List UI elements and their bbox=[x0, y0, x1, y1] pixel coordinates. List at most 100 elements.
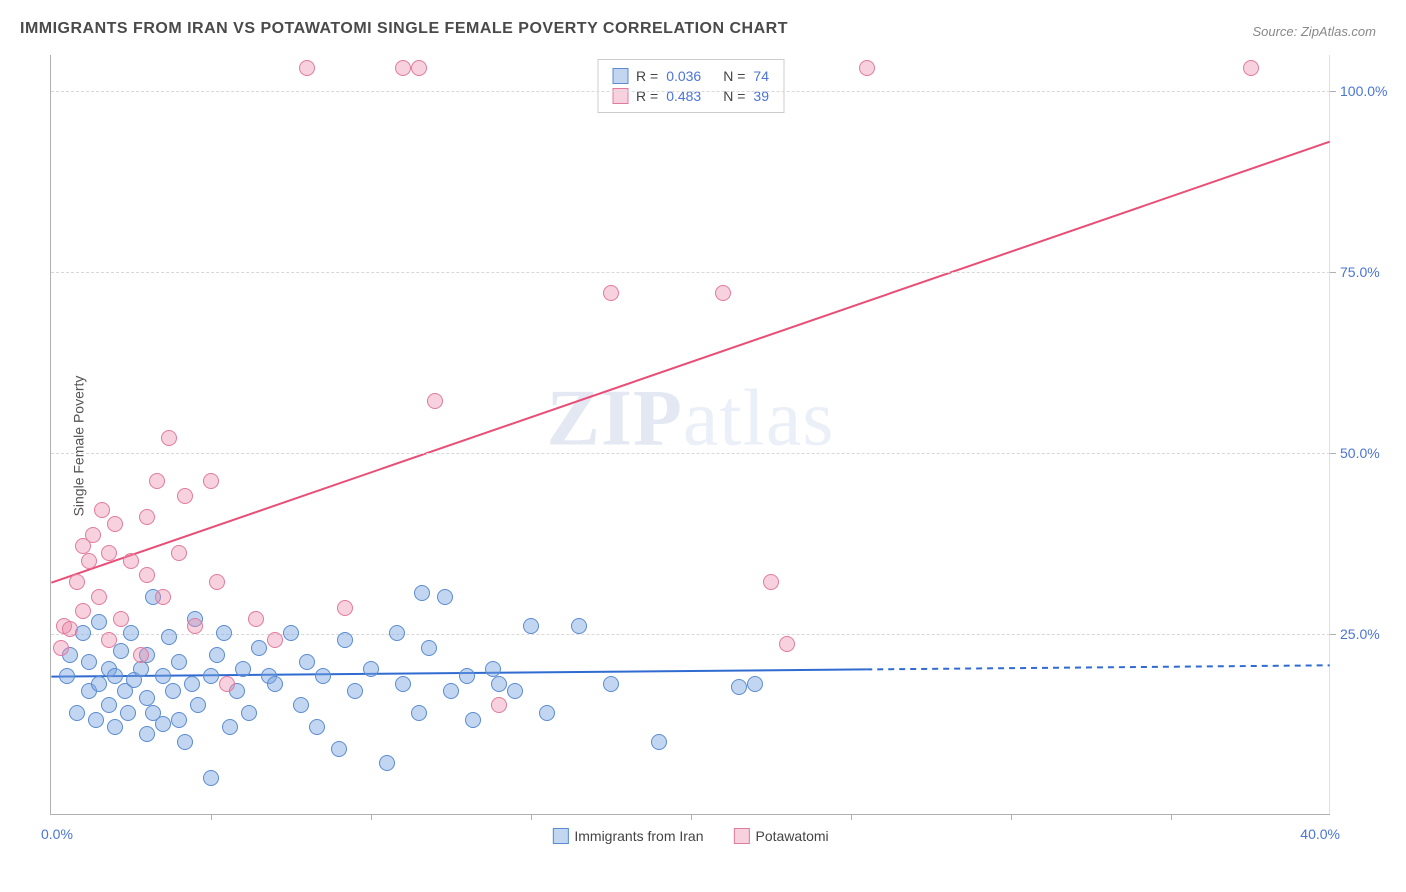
data-point bbox=[85, 527, 101, 543]
data-point bbox=[107, 516, 123, 532]
data-point bbox=[267, 632, 283, 648]
data-point bbox=[216, 625, 232, 641]
gridline bbox=[51, 272, 1330, 273]
data-point bbox=[395, 676, 411, 692]
data-point bbox=[91, 589, 107, 605]
data-point bbox=[203, 668, 219, 684]
legend-item: Immigrants from Iran bbox=[552, 828, 703, 844]
legend-stat-row: R = 0.483N = 39 bbox=[612, 86, 769, 106]
data-point bbox=[101, 632, 117, 648]
data-point bbox=[69, 574, 85, 590]
data-point bbox=[337, 600, 353, 616]
chart-title: IMMIGRANTS FROM IRAN VS POTAWATOMI SINGL… bbox=[20, 20, 788, 38]
data-point bbox=[379, 755, 395, 771]
data-point bbox=[309, 719, 325, 735]
data-point bbox=[389, 625, 405, 641]
data-point bbox=[411, 705, 427, 721]
data-point bbox=[139, 509, 155, 525]
data-point bbox=[187, 618, 203, 634]
data-point bbox=[69, 705, 85, 721]
data-point bbox=[81, 553, 97, 569]
data-point bbox=[161, 629, 177, 645]
data-point bbox=[177, 734, 193, 750]
data-point bbox=[363, 661, 379, 677]
legend-stats: R = 0.036N = 74R = 0.483N = 39 bbox=[597, 59, 784, 113]
data-point bbox=[171, 712, 187, 728]
data-point bbox=[1243, 60, 1259, 76]
data-point bbox=[155, 668, 171, 684]
data-point bbox=[731, 679, 747, 695]
y-tick-label: 100.0% bbox=[1340, 83, 1406, 99]
x-tick bbox=[691, 814, 692, 820]
scatter-chart: ZIPatlas R = 0.036N = 74R = 0.483N = 39 … bbox=[50, 55, 1330, 815]
trend-lines-layer bbox=[51, 55, 1330, 814]
data-point bbox=[507, 683, 523, 699]
data-point bbox=[443, 683, 459, 699]
data-point bbox=[235, 661, 251, 677]
data-point bbox=[421, 640, 437, 656]
data-point bbox=[603, 676, 619, 692]
data-point bbox=[203, 473, 219, 489]
source-attribution: Source: ZipAtlas.com bbox=[1252, 24, 1376, 39]
data-point bbox=[859, 60, 875, 76]
x-tick bbox=[851, 814, 852, 820]
data-point bbox=[209, 647, 225, 663]
data-point bbox=[465, 712, 481, 728]
data-point bbox=[539, 705, 555, 721]
data-point bbox=[120, 705, 136, 721]
data-point bbox=[395, 60, 411, 76]
data-point bbox=[299, 60, 315, 76]
y-tick bbox=[1330, 634, 1336, 635]
data-point bbox=[315, 668, 331, 684]
data-point bbox=[222, 719, 238, 735]
data-point bbox=[123, 553, 139, 569]
data-point bbox=[177, 488, 193, 504]
y-tick-label: 50.0% bbox=[1340, 445, 1406, 461]
data-point bbox=[299, 654, 315, 670]
data-point bbox=[107, 668, 123, 684]
x-tick bbox=[531, 814, 532, 820]
data-point bbox=[123, 625, 139, 641]
data-point bbox=[113, 611, 129, 627]
gridline bbox=[51, 91, 1330, 92]
x-axis-max-label: 40.0% bbox=[1300, 826, 1340, 842]
y-tick bbox=[1330, 272, 1336, 273]
data-point bbox=[171, 545, 187, 561]
data-point bbox=[165, 683, 181, 699]
data-point bbox=[155, 716, 171, 732]
legend-swatch bbox=[612, 68, 628, 84]
data-point bbox=[337, 632, 353, 648]
data-point bbox=[101, 697, 117, 713]
data-point bbox=[203, 770, 219, 786]
legend-series: Immigrants from Iran Potawatomi bbox=[552, 828, 828, 844]
data-point bbox=[437, 589, 453, 605]
data-point bbox=[779, 636, 795, 652]
data-point bbox=[248, 611, 264, 627]
data-point bbox=[91, 676, 107, 692]
x-tick bbox=[1171, 814, 1172, 820]
data-point bbox=[149, 473, 165, 489]
x-axis-min-label: 0.0% bbox=[41, 826, 73, 842]
x-tick bbox=[371, 814, 372, 820]
data-point bbox=[190, 697, 206, 713]
data-point bbox=[62, 621, 78, 637]
y-tick-label: 75.0% bbox=[1340, 264, 1406, 280]
data-point bbox=[113, 643, 129, 659]
legend-item: Potawatomi bbox=[733, 828, 828, 844]
data-point bbox=[571, 618, 587, 634]
data-point bbox=[139, 567, 155, 583]
data-point bbox=[107, 719, 123, 735]
watermark: ZIPatlas bbox=[547, 374, 835, 465]
data-point bbox=[267, 676, 283, 692]
data-point bbox=[75, 603, 91, 619]
data-point bbox=[491, 676, 507, 692]
legend-stat-row: R = 0.036N = 74 bbox=[612, 66, 769, 86]
data-point bbox=[53, 640, 69, 656]
data-point bbox=[241, 705, 257, 721]
data-point bbox=[427, 393, 443, 409]
data-point bbox=[161, 430, 177, 446]
data-point bbox=[184, 676, 200, 692]
x-tick bbox=[211, 814, 212, 820]
data-point bbox=[651, 734, 667, 750]
data-point bbox=[763, 574, 779, 590]
